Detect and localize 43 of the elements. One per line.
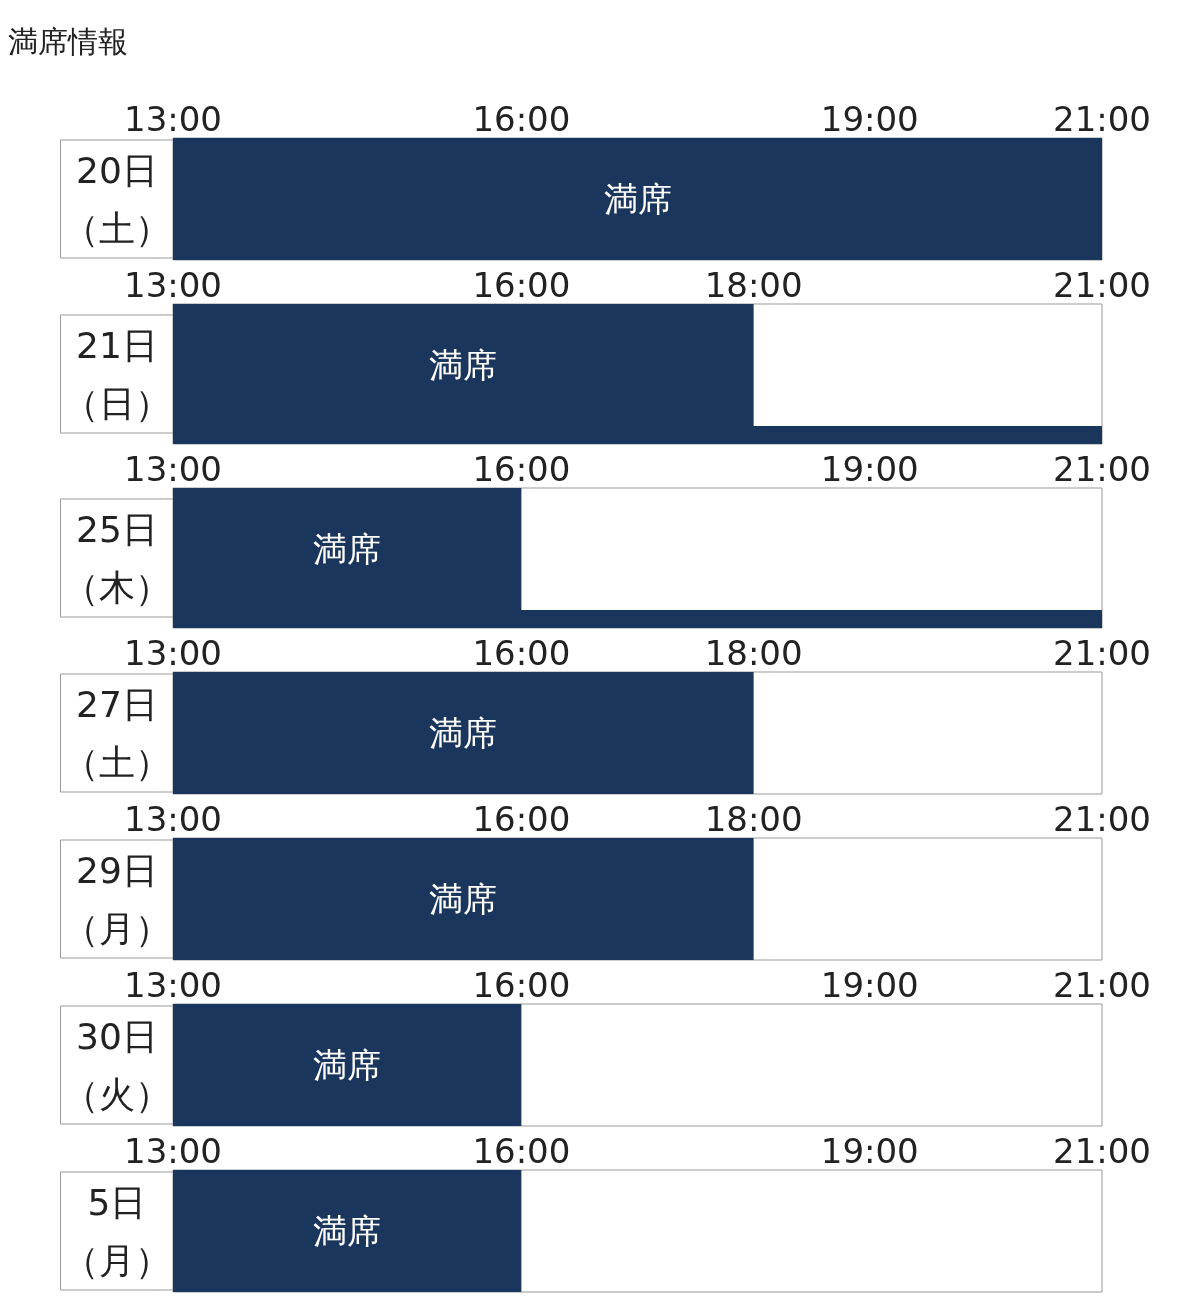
x-tick-label: 21:00 — [1053, 633, 1151, 673]
x-tick-label: 16:00 — [472, 265, 571, 305]
x-tick-label: 19:00 — [820, 99, 919, 139]
x-tick-label: 19:00 — [820, 965, 919, 1005]
data-label: 満席 — [429, 879, 498, 919]
y-tick-label: 20日（土） — [63, 149, 171, 249]
x-tick-label: 21:00 — [1053, 265, 1151, 305]
x-tick-label: 13:00 — [124, 1131, 222, 1171]
x-tick-label: 13:00 — [124, 265, 222, 305]
x-tick-label: 21:00 — [1053, 99, 1151, 139]
x-tick-label: 13:00 — [124, 99, 222, 139]
x-tick-label: 19:00 — [820, 449, 919, 489]
data-label: 満席 — [429, 345, 498, 385]
x-tick-label: 18:00 — [704, 265, 803, 305]
x-tick-label: 18:00 — [704, 633, 803, 673]
data-label: 満席 — [313, 1211, 382, 1251]
data-label: 満席 — [429, 713, 498, 753]
y-tick-label: 21日（日） — [63, 324, 171, 424]
data-label: 満席 — [603, 179, 672, 219]
x-tick-label: 21:00 — [1053, 965, 1151, 1005]
x-tick-label: 13:00 — [124, 449, 222, 489]
x-tick-label: 16:00 — [472, 1131, 571, 1171]
y-tick-label: 29日（月） — [63, 849, 171, 949]
x-tick-label: 16:00 — [472, 449, 571, 489]
data-label: 満席 — [313, 529, 382, 569]
x-tick-label: 16:00 — [472, 965, 571, 1005]
x-tick-label: 13:00 — [124, 633, 222, 673]
x-tick-label: 13:00 — [124, 799, 222, 839]
x-tick-label: 21:00 — [1053, 1131, 1151, 1171]
x-tick-label: 19:00 — [820, 1131, 919, 1171]
x-tick-label: 16:00 — [472, 633, 571, 673]
y-tick-label: 5日（月） — [63, 1181, 171, 1281]
x-tick-label: 21:00 — [1053, 449, 1151, 489]
chart-title: 満席情報 — [8, 23, 128, 61]
data-label: 満席 — [313, 1045, 382, 1085]
y-tick-label: 30日（火） — [63, 1015, 171, 1115]
x-tick-label: 21:00 — [1053, 799, 1151, 839]
y-tick-label: 27日（土） — [63, 683, 171, 783]
x-tick-label: 13:00 — [124, 965, 222, 1005]
x-tick-label: 18:00 — [704, 799, 803, 839]
x-tick-label: 16:00 — [472, 799, 571, 839]
y-tick-label: 25日（木） — [63, 508, 171, 608]
x-tick-label: 16:00 — [472, 99, 571, 139]
